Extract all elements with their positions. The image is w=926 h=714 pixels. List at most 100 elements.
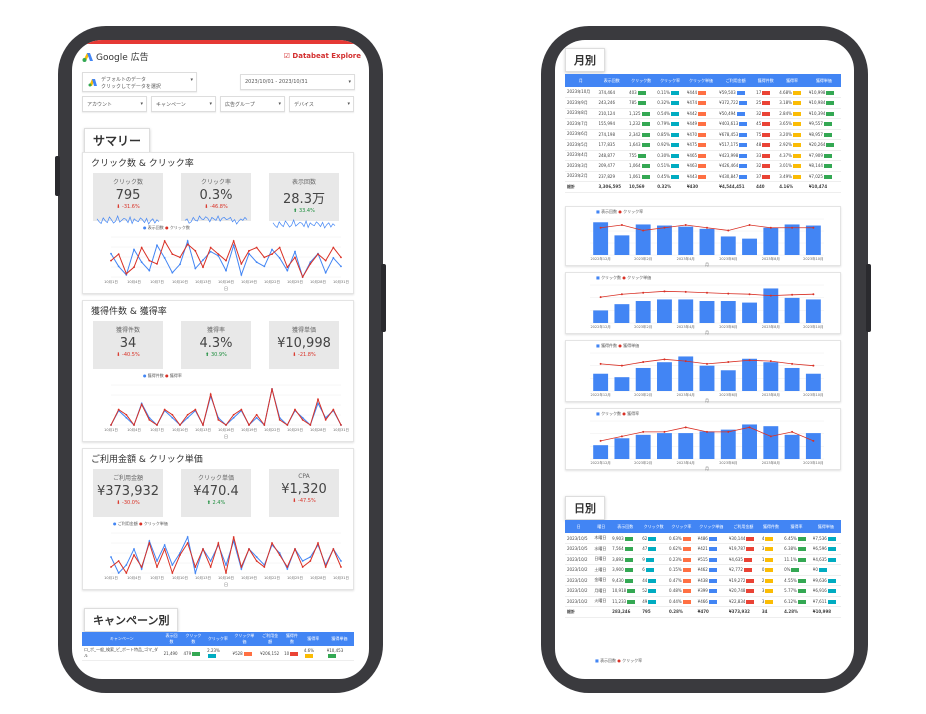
device-filter[interactable]: デバイス	[289, 96, 354, 112]
column-header[interactable]: 獲得単価	[810, 520, 841, 533]
table-cell: ¥8,144	[806, 160, 841, 172]
column-header[interactable]: 表示回数	[596, 74, 628, 87]
cell-bar	[762, 111, 771, 116]
table-cell: 3.20%	[777, 129, 807, 140]
data-point	[684, 224, 687, 226]
data-source-select[interactable]: デフォルトのデータ クリックしてデータを選択	[82, 72, 197, 92]
data-point	[706, 291, 708, 294]
table-row[interactable]: 2023年4月 248,877 755 0.30% ¥465 ¥423,998 33 4.37…	[565, 150, 841, 161]
column-header[interactable]: ご利用金額	[717, 74, 755, 87]
table-cell: 6.45%	[782, 533, 811, 544]
data-point	[133, 424, 135, 426]
data-point	[133, 548, 135, 550]
column-header[interactable]: 獲得率	[777, 74, 807, 87]
column-header[interactable]: クリック率	[667, 520, 696, 533]
x-tick-label: 10月10日	[172, 575, 188, 580]
table-row[interactable]: 2023年6月 274,198 2,342 0.85% ¥470 ¥678,453 75 3.…	[565, 129, 841, 140]
table-row[interactable]: 2023/10/2 火曜日 11,233 49 0.44% ¥466 ¥22,834 3 6.1…	[565, 596, 841, 607]
cell-bar	[762, 164, 771, 169]
column-header[interactable]: クリック数	[640, 520, 667, 533]
table-row[interactable]: 2023年10月 374,464 403 0.11% ¥444 ¥59,503 17 4.68…	[565, 87, 841, 98]
cell-bar	[641, 174, 650, 179]
column-header[interactable]: クリック率	[205, 632, 231, 646]
column-header[interactable]: ご利用金額	[258, 632, 283, 646]
table-row[interactable]: 2023年5月 177,835 1,643 0.92% ¥475 ¥517,175 48 2.…	[565, 139, 841, 151]
column-header[interactable]: 表示回数	[161, 632, 182, 646]
table-cell: 2023年10月	[565, 87, 597, 98]
table-cell: 3.65%	[777, 118, 807, 130]
cell-bar	[827, 536, 836, 541]
table-cell: 2023年8月	[565, 108, 597, 119]
column-header[interactable]: 獲得単価	[324, 632, 354, 646]
table-row[interactable]: 2023/10/5 木曜日 9,903 62 0.63% ¥486 ¥30,144 4 6.45…	[565, 533, 841, 544]
data-point	[706, 226, 708, 229]
table-cell: ¥7,025	[806, 171, 841, 182]
adgroup-filter[interactable]: 広告グループ	[220, 96, 285, 112]
bar	[635, 434, 651, 459]
cell-bar	[624, 568, 633, 573]
table-row[interactable]: 2023年8月 210,124 1,125 0.54% ¥442 ¥50,494 32 2.8…	[565, 108, 841, 119]
campaign-filter[interactable]: キャンペーン	[151, 96, 216, 112]
data-point	[117, 560, 120, 562]
cell-bar	[762, 132, 771, 137]
column-header[interactable]: 獲得単価	[806, 74, 841, 87]
column-header[interactable]: キャンペーン	[82, 632, 162, 646]
table-row[interactable]: 2023年9月 243,246 785 0.32% ¥474 ¥372,722 25 3.18…	[565, 97, 841, 109]
column-header[interactable]: 獲得率	[782, 520, 811, 533]
cost-section-title: ご利用金額 & クリック単価	[91, 455, 203, 465]
column-header[interactable]: 獲得件数	[282, 632, 302, 646]
table-row[interactable]: 2023/10/2 月曜日 10,918 52 0.48% ¥399 ¥20,748 3 5.7…	[565, 585, 841, 597]
column-header[interactable]: 曜日	[592, 520, 611, 533]
data-point	[263, 265, 266, 268]
data-point	[186, 413, 189, 416]
table-cell: ¥6,916	[810, 585, 841, 597]
account-filter[interactable]: アカウント	[82, 96, 147, 112]
table-cell: 274,198	[596, 129, 628, 140]
table-cell: ¥50,494	[717, 108, 755, 119]
table-cell: 2.84%	[777, 108, 807, 119]
column-header[interactable]: クリック率	[655, 74, 685, 87]
column-header[interactable]: 日	[565, 520, 593, 533]
column-header[interactable]: クリック単価	[230, 632, 259, 646]
table-row[interactable]: 2023/10/5 水曜日 7,564 47 0.62% ¥421 ¥19,787 3 6.38…	[565, 543, 841, 555]
table-header-row: 月表示回数 クリック数 クリック率 クリック単価 ご利用金額 獲得件数 獲得率 獲得単価	[565, 74, 841, 87]
table-row[interactable]: 2023年2月 237,829 1,061 0.45% ¥443 ¥430,847 37 3.…	[565, 171, 841, 182]
table-row[interactable]: 2023/10/2 金曜日 9,430 44 0.47% ¥438 ¥19,272 2 4.55…	[565, 575, 841, 586]
data-point	[309, 560, 312, 562]
table-row[interactable]: 2023年3月 209,477 1,064 0.51% ¥463 ¥426,464 32 3.…	[565, 160, 841, 172]
column-header[interactable]: 獲得件数	[754, 74, 778, 87]
table-row[interactable]: 2023年7月 155,994 1,232 0.79% ¥449 ¥403,613 45 3.…	[565, 118, 841, 130]
data-point	[599, 362, 602, 365]
cell-bar	[682, 578, 691, 583]
table-row[interactable]: 2023/10/2 日曜日 3,892 9 0.23% ¥515 ¥4,635 1 11.1% ¥…	[565, 554, 841, 565]
logo-text: Google 広告	[96, 53, 149, 63]
column-header[interactable]: 表示回数	[610, 520, 641, 533]
data-point	[240, 566, 243, 568]
table-row[interactable]: ロ_ポ_一般_検索_ピ_ボート特品_ゴマ_ダル 21,490 479 2.23% ¥52…	[82, 646, 354, 661]
column-header[interactable]: 獲得件数	[759, 520, 783, 533]
cell-bar	[624, 547, 633, 552]
column-header[interactable]: クリック数	[181, 632, 206, 646]
x-tick-label: 10月22日	[264, 279, 280, 284]
table-cell: ¥403,613	[717, 118, 755, 130]
column-header[interactable]: 獲得率	[301, 632, 325, 646]
data-point	[599, 296, 602, 299]
table-cell: ¥430,847	[717, 171, 755, 182]
cell-bar	[818, 568, 827, 573]
table-cell: 総計	[565, 181, 597, 193]
date-range-select[interactable]: 2023/10/01 - 2023/10/31	[240, 74, 355, 90]
cell-bar	[670, 90, 679, 95]
data-point	[140, 246, 143, 249]
table-cell: 金曜日	[592, 575, 611, 586]
column-header[interactable]: クリック数	[627, 74, 656, 87]
table-row[interactable]: 2023/10/2 土曜日 3,900 6 0.15% ¥462 ¥2,772 0 0% ¥0	[565, 564, 841, 576]
data-point	[294, 256, 296, 259]
column-header[interactable]: クリック単価	[695, 520, 727, 533]
data-point	[642, 291, 645, 294]
column-header[interactable]: ご利用金額	[726, 520, 760, 533]
data-point	[812, 439, 815, 442]
clicks-card: クリック数 & クリック率 クリック数 795 ⬇ -31.6% クリック率 0.3%…	[82, 152, 354, 294]
column-header[interactable]: 月	[565, 74, 597, 87]
data-point	[255, 413, 258, 416]
column-header[interactable]: クリック単価	[684, 74, 718, 87]
